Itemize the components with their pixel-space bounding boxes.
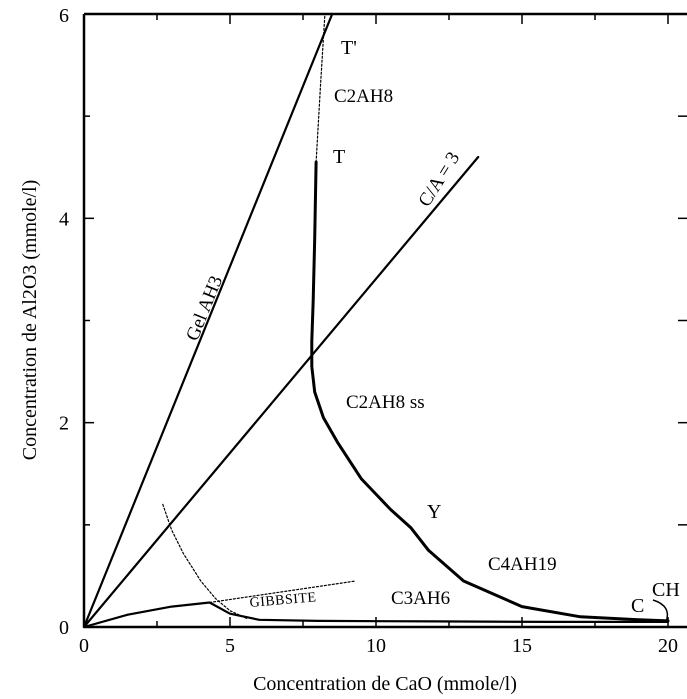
label-c2ah8: C2AH8	[334, 86, 393, 107]
label-c3ah6: C3AH6	[391, 588, 450, 609]
label-t-prime: T'	[341, 37, 357, 59]
series-line-6	[162, 503, 249, 620]
label-gibbsite: GIBBSITE	[249, 590, 317, 611]
x-tick-label: 20	[658, 635, 678, 657]
x-axis-title: Concentration de CaO (mmole/l)	[253, 673, 517, 695]
label-t: T	[333, 146, 345, 168]
series-line-5	[315, 13, 326, 163]
annotations: T' C2AH8 T C/A = 3 Gel AH3 C2AH8 ss Y C4…	[182, 37, 680, 623]
label-ch: CH	[652, 579, 680, 601]
y-tick-label: 6	[59, 5, 69, 27]
series-group	[82, 12, 670, 629]
series-line-2	[82, 155, 480, 629]
series-line-7	[209, 580, 357, 604]
y-tick-label: 4	[59, 208, 69, 230]
label-y: Y	[427, 501, 441, 523]
series-line-4	[82, 601, 670, 629]
x-tick-label: 0	[79, 635, 89, 657]
label-c2ah8-ss: C2AH8 ss	[346, 392, 425, 413]
y-axis-title: Concentration de Al2O3 (mmole/l)	[19, 180, 41, 461]
label-gel-ah3: Gel AH3	[182, 273, 227, 344]
x-tick-label: 15	[512, 635, 532, 657]
series-line-3	[310, 160, 670, 623]
label-c-over-a: C/A = 3	[414, 148, 464, 210]
x-tick-label: 10	[366, 635, 386, 657]
ch-bracket	[652, 599, 669, 623]
y-tick-label: 0	[59, 617, 69, 639]
tick-labels: 0 5 10 15 20 0 2 4 6	[59, 5, 678, 657]
x-tick-label: 5	[225, 635, 235, 657]
label-c4ah19: C4AH19	[488, 554, 557, 575]
series-line-1	[82, 12, 334, 629]
y-tick-label: 2	[59, 413, 69, 435]
label-c: C	[631, 595, 644, 617]
